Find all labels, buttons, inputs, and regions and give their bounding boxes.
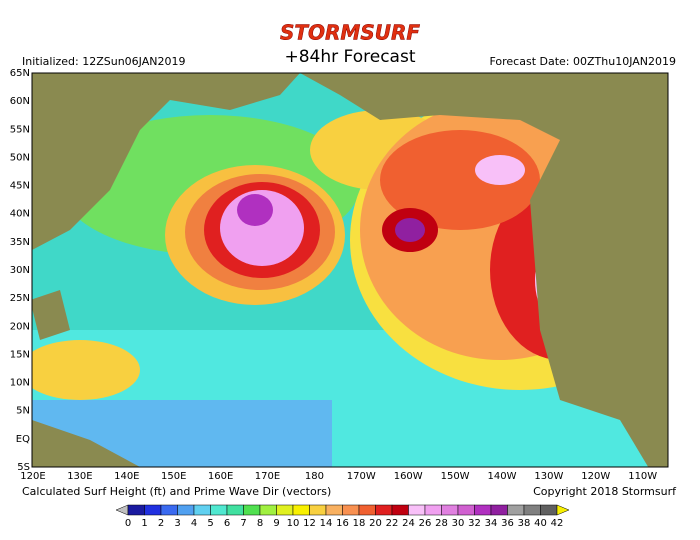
- scale-cell: [490, 504, 508, 516]
- scale-cell: [144, 504, 162, 516]
- color-scale: 0 1 2 3 4 5 6 7 8 9 10 12 14 16 18 20 22 24 26 28 30 32 34 36 38…: [115, 504, 570, 529]
- lat-label: 30N: [10, 265, 30, 276]
- lat-label: 55N: [10, 124, 30, 135]
- forecast-date: Forecast Date: 00ZThu10JAN2019: [489, 55, 676, 68]
- lat-label: 60N: [10, 96, 30, 107]
- scale-label: 8: [257, 518, 263, 529]
- scale-label: 24: [402, 518, 415, 529]
- scale-label: 26: [419, 518, 432, 529]
- map: [32, 73, 668, 467]
- lon-label: 150E: [161, 471, 186, 482]
- scale-cell: [457, 504, 475, 516]
- scale-cell: [474, 504, 492, 516]
- scale-cell: [391, 504, 409, 516]
- scale-label: 12: [303, 518, 316, 529]
- scale-cell: [276, 504, 294, 516]
- scale-label: 42: [551, 518, 564, 529]
- scale-cell: [226, 504, 244, 516]
- lon-label: 180: [305, 471, 324, 482]
- scale-cell: [292, 504, 310, 516]
- lon-label: 130E: [67, 471, 92, 482]
- lon-label: 120W: [581, 471, 610, 482]
- logo: STORMSURF: [280, 21, 420, 45]
- scale-cell: [309, 504, 327, 516]
- scale-cell: [358, 504, 376, 516]
- scale-label: 2: [158, 518, 164, 529]
- scale-cell: [177, 504, 195, 516]
- copyright: Copyright 2018 Stormsurf: [533, 485, 677, 498]
- scale-end: [115, 504, 129, 516]
- lat-label: EQ: [16, 434, 30, 445]
- scale-cell: [441, 504, 459, 516]
- scale-label: 14: [320, 518, 333, 529]
- scale-cell: [424, 504, 442, 516]
- lat-label: 65N: [10, 68, 30, 79]
- lon-label: 150W: [441, 471, 470, 482]
- lat-label: 50N: [10, 152, 30, 163]
- scale-label: 38: [518, 518, 531, 529]
- scale-label: 36: [501, 518, 514, 529]
- scale-cell: [342, 504, 360, 516]
- lon-label: 130W: [534, 471, 563, 482]
- lon-label: 140W: [488, 471, 517, 482]
- scale-label: 16: [336, 518, 349, 529]
- scale-label: 9: [273, 518, 279, 529]
- scale-cell: [210, 504, 228, 516]
- caption: Calculated Surf Height (ft) and Prime Wa…: [22, 485, 331, 498]
- scale-cell: [160, 504, 178, 516]
- title: +84hr Forecast: [285, 47, 416, 67]
- lon-label: 160E: [208, 471, 233, 482]
- map-frame: [31, 72, 669, 468]
- lat-label: 35N: [10, 237, 30, 248]
- scale-label: 1: [141, 518, 147, 529]
- scale-cell: [259, 504, 277, 516]
- scale-cell: [540, 504, 558, 516]
- scale-label: 20: [369, 518, 382, 529]
- lon-label: 120E: [20, 471, 45, 482]
- lon-label: 110W: [628, 471, 657, 482]
- lat-label: 20N: [10, 321, 30, 332]
- scale-label: 4: [191, 518, 197, 529]
- lat-label: 45N: [10, 181, 30, 192]
- scale-label: 22: [386, 518, 399, 529]
- scale-cell: [375, 504, 393, 516]
- initialized: Initialized: 12ZSun06JAN2019: [22, 55, 185, 68]
- lon-label: 170E: [255, 471, 280, 482]
- lon-label: 170W: [347, 471, 376, 482]
- scale-cell: [523, 504, 541, 516]
- scale-cell: [243, 504, 261, 516]
- scale-cell: [408, 504, 426, 516]
- lat-label: 40N: [10, 209, 30, 220]
- scale-label: 5: [207, 518, 213, 529]
- lat-label: 15N: [10, 349, 30, 360]
- lat-label: 10N: [10, 378, 30, 389]
- scale-end: [556, 504, 570, 516]
- scale-cell: [193, 504, 211, 516]
- scale-label: 30: [452, 518, 465, 529]
- lat-label: 25N: [10, 293, 30, 304]
- lat-label: 5S: [17, 462, 30, 473]
- scale-cell: [127, 504, 145, 516]
- scale-label: 28: [435, 518, 448, 529]
- scale-cell: [507, 504, 525, 516]
- scale-label: 40: [534, 518, 547, 529]
- scale-label: 18: [353, 518, 366, 529]
- lat-label: 5N: [16, 406, 30, 417]
- scale-label: 3: [174, 518, 180, 529]
- lon-label: 140E: [114, 471, 139, 482]
- scale-label: 32: [468, 518, 481, 529]
- scale-label: 10: [287, 518, 300, 529]
- scale-label: 7: [240, 518, 246, 529]
- scale-label: 34: [485, 518, 498, 529]
- lon-label: 160W: [394, 471, 423, 482]
- scale-cell: [325, 504, 343, 516]
- scale-label: 6: [224, 518, 230, 529]
- scale-label: 0: [125, 518, 131, 529]
